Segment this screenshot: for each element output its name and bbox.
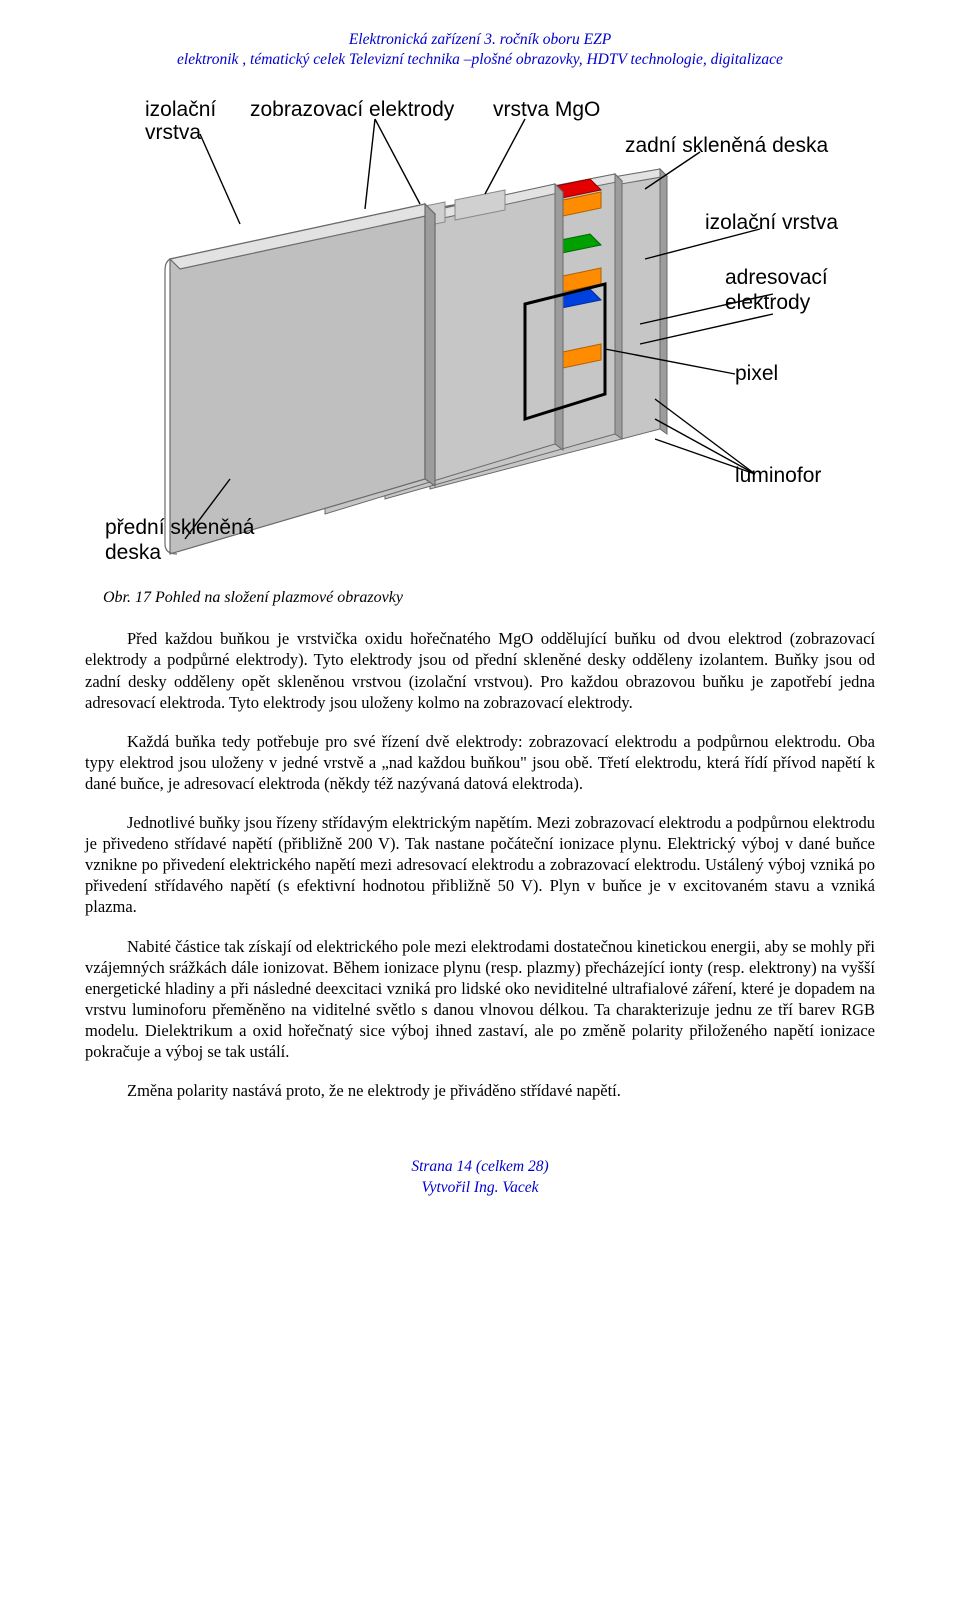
paragraph-5: Změna polarity nastává proto, že ne elek…	[85, 1080, 875, 1101]
svg-text:deska: deska	[105, 541, 161, 564]
page-footer: Strana 14 (celkem 28) Vytvořil Ing. Vace…	[85, 1157, 875, 1197]
svg-text:izolační vrstva: izolační vrstva	[705, 211, 838, 234]
page-header: Elektronická zařízení 3. ročník oboru EZ…	[85, 30, 875, 70]
svg-text:vrstva: vrstva	[145, 121, 201, 144]
svg-text:izolační: izolační	[145, 98, 216, 121]
header-line-2: elektronik , tématický celek Televizní t…	[85, 50, 875, 70]
paragraph-4: Nabité částice tak získají od elektrické…	[85, 936, 875, 1063]
svg-text:luminofor: luminofor	[735, 464, 821, 487]
svg-text:pixel: pixel	[735, 362, 778, 385]
footer-pagination: Strana 14 (celkem 28)	[85, 1157, 875, 1177]
svg-text:vrstva MgO: vrstva MgO	[493, 98, 600, 121]
header-line-1: Elektronická zařízení 3. ročník oboru EZ…	[85, 30, 875, 50]
svg-text:adresovací: adresovací	[725, 266, 828, 289]
paragraph-2: Každá buňka tedy potřebuje pro své řízen…	[85, 731, 875, 794]
paragraph-3: Jednotlivé buňky jsou řízeny střídavým e…	[85, 812, 875, 918]
footer-author: Vytvořil Ing. Vacek	[85, 1178, 875, 1198]
plasma-diagram: izolační vrstva zobrazovací elektrody vr…	[85, 84, 875, 564]
svg-text:zadní skleněná deska: zadní skleněná deska	[625, 134, 828, 157]
svg-text:zobrazovací elektrody: zobrazovací elektrody	[250, 98, 455, 121]
figure-caption: Obr. 17 Pohled na složení plazmové obraz…	[103, 588, 875, 608]
svg-text:elektrody: elektrody	[725, 291, 811, 314]
svg-text:přední skleněná: přední skleněná	[105, 516, 255, 539]
paragraph-1: Před každou buňkou je vrstvička oxidu ho…	[85, 628, 875, 712]
diagram-svg: izolační vrstva zobrazovací elektrody vr…	[85, 84, 875, 564]
